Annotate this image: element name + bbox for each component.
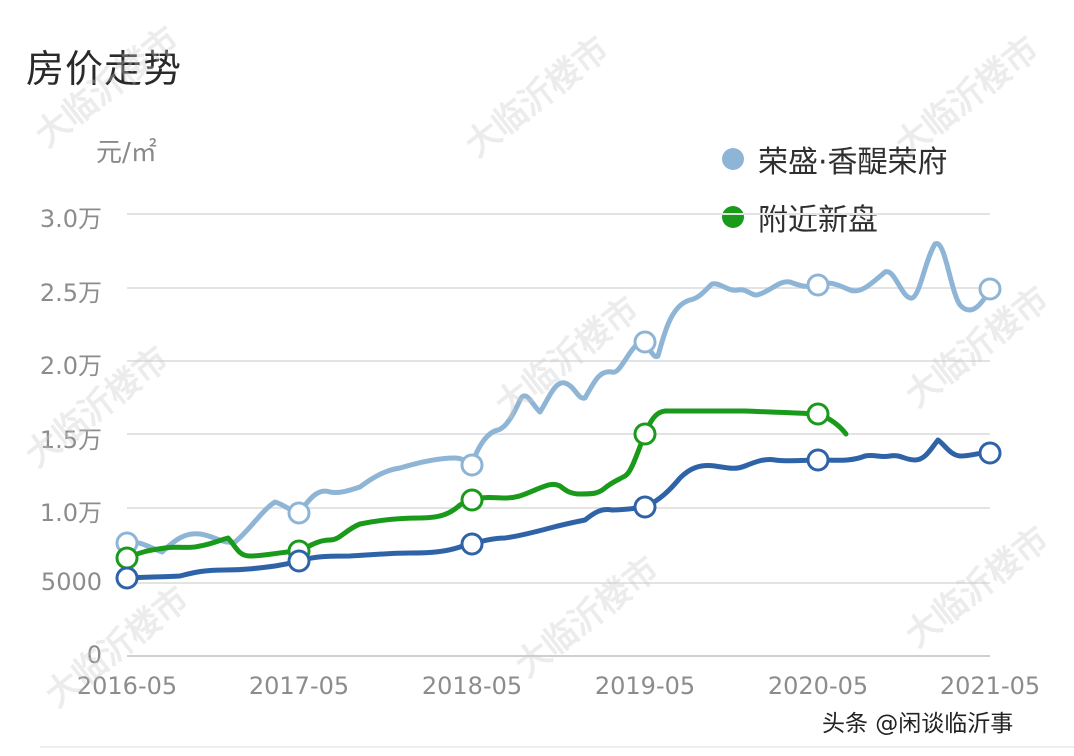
legend-item-nearby[interactable]: 附近新盘 bbox=[722, 188, 948, 246]
source-credit: 头条 @闲谈临沂事 bbox=[822, 711, 1014, 737]
x-tick: 2017-05 bbox=[248, 672, 350, 700]
divider bbox=[40, 746, 1074, 748]
legend-item-project[interactable]: 荣盛·香醍荣府 bbox=[722, 130, 948, 188]
x-tick: 2019-05 bbox=[594, 672, 696, 700]
markers-area bbox=[115, 441, 1002, 590]
markers-project bbox=[115, 273, 1002, 555]
y-tick: 1.5万 bbox=[39, 426, 102, 454]
x-tick: 2020-05 bbox=[767, 672, 869, 700]
legend-dot-icon bbox=[722, 148, 744, 170]
series-nearby-line bbox=[124, 408, 849, 561]
y-axis-unit: 元/㎡ bbox=[96, 138, 157, 168]
y-tick: 2.5万 bbox=[39, 279, 102, 307]
y-tick: 3.0万 bbox=[39, 205, 102, 233]
legend-label: 附近新盘 bbox=[758, 203, 878, 238]
x-tick: 2021-05 bbox=[939, 672, 1041, 700]
series-project-line bbox=[124, 241, 993, 555]
legend-dot-icon bbox=[722, 206, 744, 228]
legend: 荣盛·香醍荣府 附近新盘 bbox=[722, 130, 948, 246]
chart-title: 房价走势 bbox=[26, 47, 183, 91]
x-tick: 2018-05 bbox=[421, 672, 523, 700]
y-tick: 5000 bbox=[40, 568, 102, 596]
legend-label: 荣盛·香醍荣府 bbox=[758, 145, 948, 180]
y-tick: 1.0万 bbox=[39, 499, 102, 527]
y-tick: 0 bbox=[86, 641, 102, 669]
x-tick: 2016-05 bbox=[76, 672, 178, 700]
y-tick: 2.0万 bbox=[39, 352, 102, 380]
